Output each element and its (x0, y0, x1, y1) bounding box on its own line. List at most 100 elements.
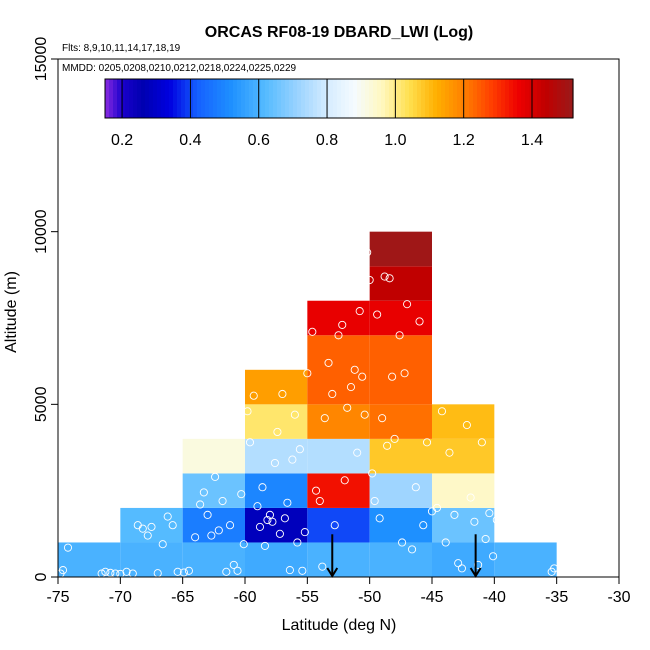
observation-point (263, 515, 272, 525)
observation-point (370, 496, 379, 506)
colorbar-segment (449, 79, 454, 118)
observation-point (477, 438, 486, 447)
observation-point (308, 327, 317, 336)
heatmap-cell (369, 266, 432, 301)
colorbar-tick-label: 1.2 (453, 132, 475, 149)
observation-point (106, 568, 115, 577)
observation-point (312, 486, 321, 495)
heatmap-cell (245, 507, 308, 543)
colorbar-segment (381, 79, 386, 118)
colorbar-segment (429, 79, 434, 118)
observation-point (358, 372, 367, 381)
x-tick-label: -65 (171, 589, 194, 606)
observation-point (450, 510, 459, 519)
observation-point (338, 320, 347, 329)
colorbar-segment (373, 79, 378, 118)
observation-point (343, 403, 352, 412)
colorbar-segment (241, 79, 246, 118)
flights-label: Flts: 8,9,10,11,14,17,18,19 (62, 43, 181, 54)
heatmap-cell (432, 542, 495, 577)
observation-point (481, 534, 490, 544)
heatmap-cell (432, 438, 495, 474)
observation-point (550, 564, 559, 573)
heatmap-cell (307, 473, 370, 508)
y-axis: 0 5000 10000 15000 (33, 37, 58, 581)
colorbar-segment (129, 79, 134, 118)
colorbar-segment (353, 79, 358, 118)
observation-point (432, 503, 442, 512)
observation-point (437, 407, 447, 416)
observation-point (462, 421, 471, 430)
observation-point (353, 448, 362, 457)
colorbar-segment (513, 79, 518, 118)
colorbar-tick-label: 0.6 (248, 132, 270, 149)
colorbar-segment (549, 79, 554, 118)
observation-point (415, 317, 424, 326)
colorbar-segment (329, 79, 334, 118)
observation-point (275, 529, 284, 538)
observation-point (270, 458, 279, 468)
heatmap-cell (369, 404, 432, 439)
colorbar-segment (409, 79, 414, 118)
observation-point (395, 331, 404, 340)
observation-point (400, 369, 409, 378)
observation-point (143, 531, 152, 540)
observation-point (492, 515, 501, 525)
observation-point (222, 567, 231, 576)
colorbar-segment (205, 79, 210, 118)
heatmap-cell (182, 507, 245, 543)
heatmap-cell (369, 438, 432, 474)
x-tick-label: -45 (420, 589, 443, 606)
x-tick-label: -40 (483, 589, 506, 606)
heatmap-cell (432, 404, 495, 439)
colorbar-segment (217, 79, 222, 118)
colorbar-segment (437, 79, 442, 118)
observation-point (214, 526, 223, 535)
colorbar-segment (413, 79, 418, 118)
colorbar-segment (457, 79, 462, 118)
colorbar-segment (153, 79, 158, 118)
heatmap-cell (307, 542, 370, 577)
observation-point (419, 521, 428, 530)
observation-point (207, 531, 216, 540)
heatmap-cell (432, 473, 495, 508)
colorbar-segment (313, 79, 318, 118)
colorbar-segment (369, 79, 374, 118)
heatmap-cell (120, 542, 183, 577)
colorbar-segment (445, 79, 450, 118)
colorbar-segment (113, 79, 118, 118)
colorbar-segment (453, 79, 458, 118)
observation-point (268, 517, 277, 526)
observation-point (173, 567, 182, 576)
y-axis-label: Altitude (m) (3, 271, 20, 353)
observation-point (298, 566, 307, 575)
observation-point (229, 560, 238, 569)
observation-point (368, 469, 377, 478)
x-axis: -75 -70 -65 -60 -55 -50 -45 -40 -35 -30 (46, 577, 631, 606)
observation-point (303, 369, 312, 378)
colorbar-segment (125, 79, 130, 118)
arrow-marker (326, 534, 339, 578)
observation-point (245, 438, 255, 447)
colorbar-segment (433, 79, 438, 118)
observation-point (466, 493, 475, 502)
y-tick-label: 10000 (33, 209, 50, 254)
heatmap-cell (494, 542, 557, 577)
colorbar-segment (517, 79, 522, 118)
x-tick-label: -60 (233, 589, 256, 606)
y-tick-label: 5000 (33, 386, 50, 422)
heatmap-cell (182, 542, 245, 577)
observation-point (258, 483, 267, 492)
observation-point (445, 448, 454, 457)
observation-point (218, 496, 227, 506)
observation-point (457, 564, 466, 573)
colorbar-segment (357, 79, 362, 118)
heatmap-cell (245, 438, 308, 474)
colorbar-segment (309, 79, 314, 118)
colorbar-segment (297, 79, 302, 118)
colorbar-segment (349, 79, 354, 118)
colorbar-segment (253, 79, 258, 118)
colorbar-segment (141, 79, 146, 118)
observation-point (278, 389, 287, 399)
observation-point (300, 528, 309, 537)
